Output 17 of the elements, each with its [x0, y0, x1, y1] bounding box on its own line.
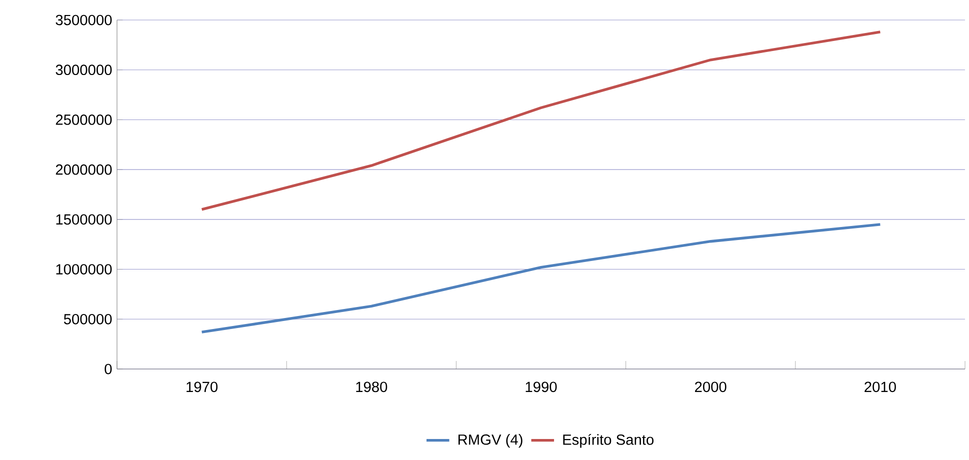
- y-tick-label: 500000: [64, 314, 112, 324]
- y-tick-label: 1000000: [56, 264, 112, 274]
- legend-label: Espírito Santo: [563, 434, 654, 448]
- y-tick-label: 0: [104, 364, 112, 374]
- y-tick-label: 3000000: [56, 64, 112, 76]
- y-tick-label: 2500000: [56, 114, 112, 125]
- line-series: [200, 30, 882, 211]
- y-tick-label: 1500000: [56, 214, 112, 225]
- y-tick-label: 3500000: [56, 14, 112, 26]
- x-tick-label: 1980: [356, 382, 388, 392]
- y-tick-label: 2000000: [56, 164, 112, 175]
- legend-label: RMGV (4): [458, 434, 522, 448]
- x-tick-label: 1970: [186, 382, 218, 392]
- line-series: [200, 223, 882, 334]
- x-tick-label: 2010: [864, 382, 896, 392]
- x-tick-label: 2000: [695, 382, 726, 392]
- x-tick-label: 1990: [526, 382, 557, 392]
